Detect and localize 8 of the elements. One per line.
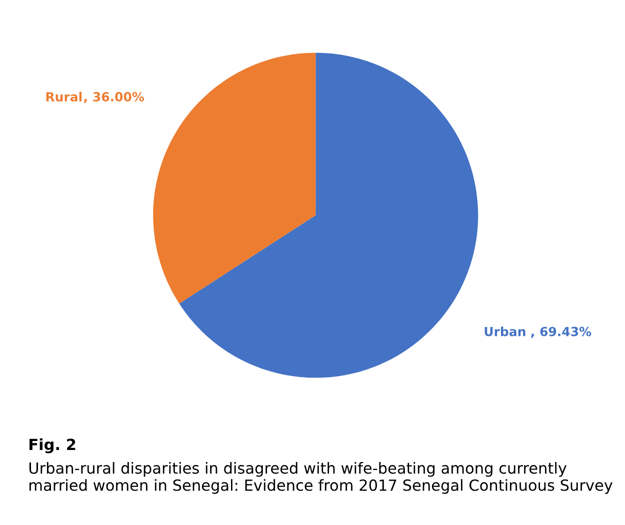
data-label: , 36.00% xyxy=(84,92,144,104)
slice-label: Urban xyxy=(484,326,526,336)
text: Urban-rural disparities in disagreed with wife-beating among currently married women in Senegal: Evidence from 2017 Senegal Continuous Survey xyxy=(29,462,612,494)
caption: Fig. 2 xyxy=(30,438,76,454)
data-label: , 69.43% xyxy=(531,326,592,338)
slice-label: Rural xyxy=(46,92,82,102)
pie-slice xyxy=(153,52,316,304)
pie-slice xyxy=(179,52,478,378)
